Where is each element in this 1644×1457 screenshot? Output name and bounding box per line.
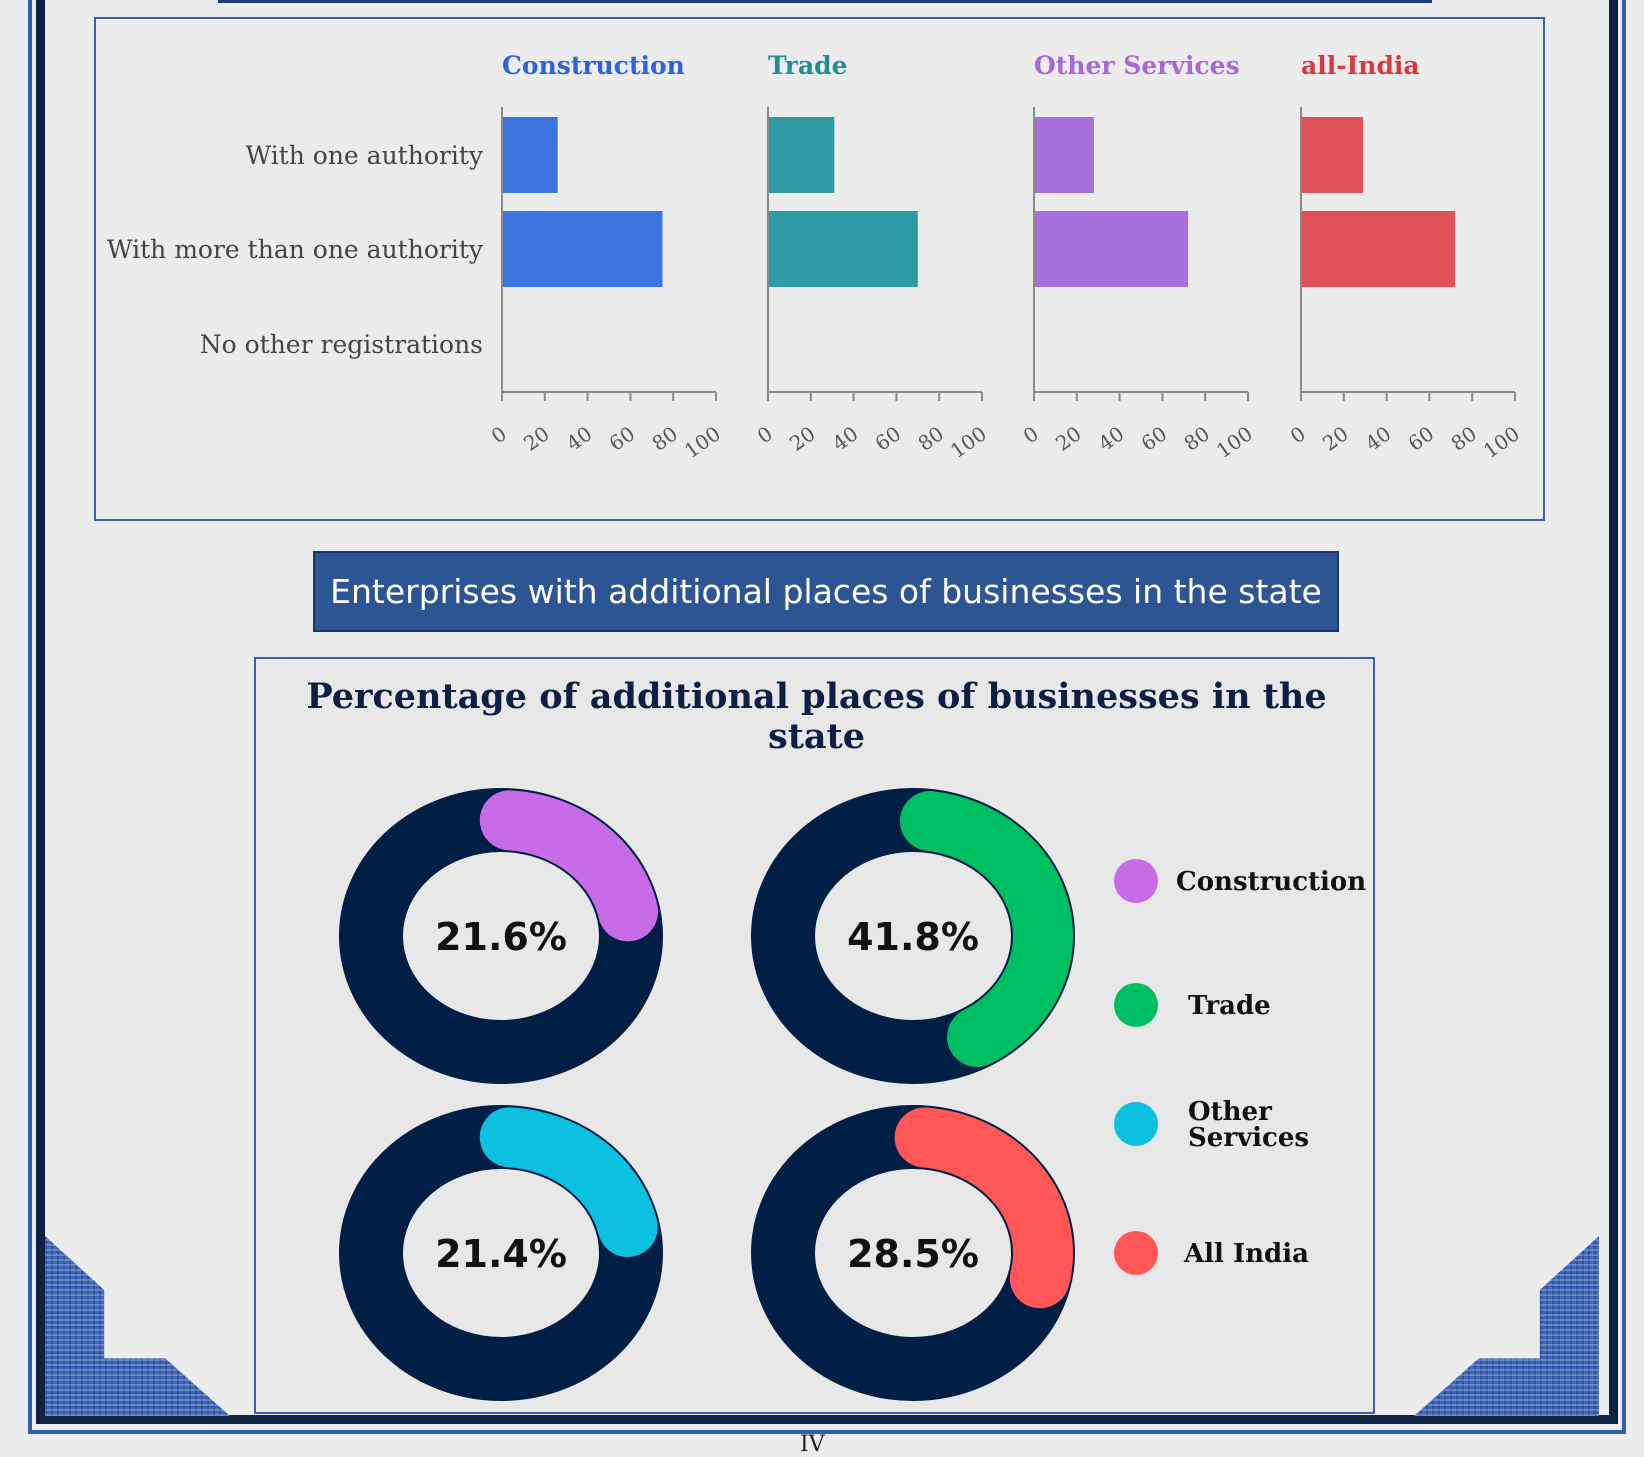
- bar: [502, 211, 663, 287]
- donut-segment: [894, 1107, 1073, 1309]
- page-number: IV: [800, 1432, 825, 1457]
- x-tick-label: 0: [487, 421, 511, 448]
- donut-value-label: 41.8%: [847, 915, 979, 959]
- x-tick-label: 60: [1137, 421, 1172, 455]
- panel-title: Trade: [768, 51, 848, 80]
- x-tick-label: 20: [1051, 421, 1086, 455]
- donut-title-line1: Percentage of additional places of busin…: [306, 676, 1327, 717]
- x-tick-label: 80: [1179, 421, 1214, 455]
- donut-title-line2: state: [768, 716, 865, 757]
- legend-swatch: [1114, 1231, 1158, 1275]
- donut-segment: [900, 790, 1073, 1067]
- x-tick-label: 80: [1446, 421, 1481, 455]
- category-label: No other registrations: [200, 330, 483, 359]
- bar: [1301, 117, 1364, 193]
- top-rule: [218, 0, 1432, 3]
- x-tick-label: 0: [1019, 421, 1043, 448]
- donut-value-label: 28.5%: [847, 1232, 979, 1276]
- legend-label: All India: [1183, 1239, 1309, 1269]
- x-tick-label: 0: [753, 421, 777, 448]
- x-tick-label: 0: [1286, 421, 1310, 448]
- legend-swatch: [1114, 1102, 1158, 1146]
- bar: [1034, 211, 1189, 287]
- x-tick-label: 100: [680, 421, 725, 463]
- x-tick-label: 100: [1212, 421, 1257, 463]
- x-tick-label: 40: [828, 421, 863, 455]
- x-tick-label: 20: [785, 421, 820, 455]
- section-banner: Enterprises with additional places of bu…: [313, 551, 1339, 632]
- donut-chart-svg: 21.6% 41.8% 21.4% 28.5% Construction Trade Oth…: [339, 788, 1366, 1401]
- x-tick-label: 40: [1361, 421, 1396, 455]
- x-tick-label: 100: [1479, 421, 1524, 463]
- panel-title: Other Services: [1034, 51, 1240, 80]
- bar: [502, 117, 558, 193]
- donut-value-label: 21.4%: [435, 1232, 567, 1276]
- x-tick-label: 20: [519, 421, 554, 455]
- panel-title: all-India: [1301, 51, 1420, 80]
- page-frame-outer: [28, 0, 1626, 1434]
- registration-bar-chart: With one authority With more than one aut…: [94, 17, 1545, 521]
- x-tick-label: 60: [1404, 421, 1439, 455]
- donut-chart-title: Percentage of additional places of busin…: [256, 677, 1377, 757]
- x-tick-label: 20: [1318, 421, 1353, 455]
- bar: [1301, 211, 1456, 287]
- category-label: With more than one authority: [107, 235, 484, 264]
- panel-title: Construction: [502, 51, 685, 80]
- bar-chart-svg: With one authority With more than one aut…: [107, 51, 1524, 463]
- legend-swatch: [1114, 983, 1158, 1027]
- legend-label: Trade: [1188, 991, 1271, 1021]
- x-tick-label: 60: [871, 421, 906, 455]
- x-tick-label: 40: [1094, 421, 1129, 455]
- legend-label: Construction: [1176, 867, 1366, 897]
- bar: [1034, 117, 1094, 193]
- x-tick-label: 80: [913, 421, 948, 455]
- x-tick-label: 100: [946, 421, 991, 463]
- donut-segment: [479, 1107, 658, 1257]
- x-tick-label: 40: [562, 421, 597, 455]
- category-label: With one authority: [245, 141, 483, 170]
- legend-swatch: [1114, 859, 1158, 903]
- donut-chart-panel: Percentage of additional places of busin…: [254, 657, 1375, 1414]
- legend-label: Services: [1188, 1123, 1309, 1153]
- legend-label: Other: [1188, 1097, 1272, 1127]
- donut-segment: [479, 790, 659, 942]
- bar: [768, 117, 835, 193]
- x-tick-label: 60: [605, 421, 640, 455]
- bar: [768, 211, 918, 287]
- x-tick-label: 80: [647, 421, 682, 455]
- donut-value-label: 21.6%: [435, 915, 567, 959]
